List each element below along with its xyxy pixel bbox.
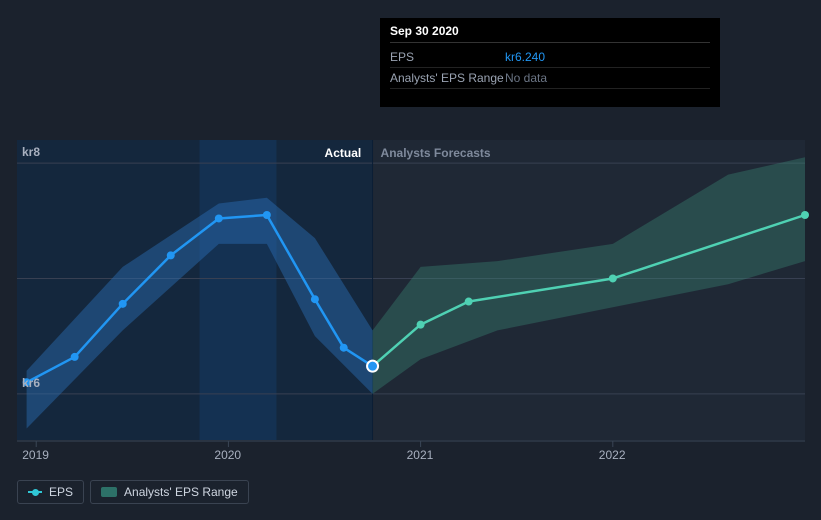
chart-tooltip: Sep 30 2020 EPSkr6.240Analysts' EPS Rang… (380, 18, 720, 107)
tooltip-row-value: kr6.240 (505, 50, 545, 64)
eps-actual-marker[interactable] (215, 214, 223, 222)
region-label-forecast: Analysts Forecasts (381, 146, 491, 160)
eps-actual-marker[interactable] (311, 295, 319, 303)
legend-label: EPS (49, 485, 73, 499)
x-tick-label: 2022 (599, 448, 626, 462)
legend-swatch-line (28, 491, 42, 493)
highlight-band (200, 140, 277, 440)
eps-actual-marker[interactable] (340, 344, 348, 352)
eps-forecast-marker[interactable] (609, 274, 617, 282)
tooltip-row-label: Analysts' EPS Range (390, 71, 505, 85)
eps-actual-marker[interactable] (119, 300, 127, 308)
tooltip-row-label: EPS (390, 50, 505, 64)
legend-item[interactable]: Analysts' EPS Range (90, 480, 249, 504)
selected-point[interactable] (367, 361, 378, 372)
legend-label: Analysts' EPS Range (124, 485, 238, 499)
eps-forecast-marker[interactable] (417, 321, 425, 329)
eps-forecast-marker[interactable] (465, 298, 473, 306)
tooltip-row: EPSkr6.240 (390, 47, 710, 68)
region-label-actual: Actual (325, 146, 362, 160)
eps-actual-marker[interactable] (167, 251, 175, 259)
tooltip-row: Analysts' EPS RangeNo data (390, 68, 710, 89)
eps-actual-marker[interactable] (71, 353, 79, 361)
x-tick-label: 2020 (214, 448, 241, 462)
eps-forecast-marker[interactable] (801, 211, 809, 219)
x-tick-label: 2021 (407, 448, 434, 462)
chart-legend: EPS Analysts' EPS Range (17, 480, 249, 504)
x-tick-label: 2019 (22, 448, 49, 462)
tooltip-date: Sep 30 2020 (390, 24, 710, 43)
eps-chart: Sep 30 2020 EPSkr6.240Analysts' EPS Rang… (0, 0, 821, 520)
legend-item[interactable]: EPS (17, 480, 84, 504)
eps-actual-marker[interactable] (263, 211, 271, 219)
y-tick-label: kr8 (22, 145, 40, 159)
y-tick-label: kr6 (22, 376, 40, 390)
tooltip-row-value: No data (505, 71, 547, 85)
legend-swatch-area (101, 487, 117, 497)
